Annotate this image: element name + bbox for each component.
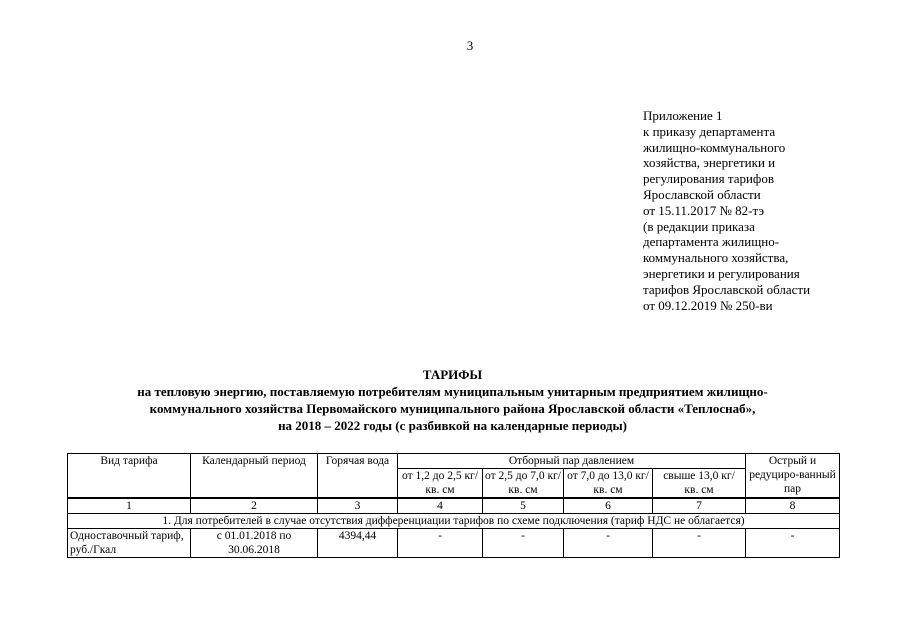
cell-value: - xyxy=(397,528,483,558)
column-number: 7 xyxy=(652,497,746,514)
appendix-line: жилищно-коммунального xyxy=(643,139,786,155)
cell-tariff-type: Одноставочный тариф, руб./Гкал xyxy=(67,528,191,558)
appendix-line: (в редакции приказа xyxy=(643,218,755,234)
column-number: 2 xyxy=(190,497,318,514)
header-steam: Отборный пар давлением xyxy=(397,453,746,469)
section-heading: 1. Для потребителей в случае отсутствия … xyxy=(67,513,840,529)
column-number: 4 xyxy=(397,497,483,514)
header-tariff-type: Вид тарифа xyxy=(67,453,191,499)
appendix-line: от 15.11.2017 № 82-тэ xyxy=(643,202,765,218)
column-number: 8 xyxy=(745,497,840,514)
header-steam-4: свыше 13,0 кг/ кв. см xyxy=(652,468,746,499)
table-row: Одноставочный тариф, руб./Гкал с 01.01.2… xyxy=(67,528,840,558)
appendix-note: Приложение 1 к приказу департамента жили… xyxy=(643,108,810,313)
appendix-line: Приложение 1 xyxy=(643,108,723,123)
title-line: коммунального хозяйства Первомайского му… xyxy=(149,401,756,416)
appendix-line: Ярославской области xyxy=(643,186,761,202)
header-steam-3: от 7,0 до 13,0 кг/ кв. см xyxy=(563,468,653,499)
column-number: 3 xyxy=(317,497,398,514)
appendix-line: энергетики и регулирования xyxy=(643,265,800,281)
cell-value: - xyxy=(482,528,564,558)
appendix-line: коммунального хозяйства, xyxy=(643,250,789,266)
column-number: 6 xyxy=(563,497,653,514)
appendix-line: от 09.12.2019 № 250-ви xyxy=(643,297,773,313)
column-number: 1 xyxy=(67,497,191,514)
cell-value: - xyxy=(745,528,840,558)
title-line: на 2018 – 2022 годы (с разбивкой на кале… xyxy=(278,418,627,433)
header-steam-1: от 1,2 до 2,5 кг/ кв. см xyxy=(397,468,483,499)
appendix-line: регулирования тарифов xyxy=(643,171,774,187)
cell-period: с 01.01.2018 по 30.06.2018 xyxy=(190,528,318,558)
column-number: 5 xyxy=(482,497,564,514)
cell-value: - xyxy=(652,528,746,558)
cell-value: 4394,44 xyxy=(317,528,398,558)
cell-value: - xyxy=(563,528,653,558)
header-live-steam: Острый и редуциро-ванный пар xyxy=(745,453,840,499)
appendix-line: к приказу департамента xyxy=(643,123,776,139)
appendix-line: департамента жилищно- xyxy=(643,234,780,250)
page-number: 3 xyxy=(466,38,474,53)
appendix-line: тарифов Ярославской области xyxy=(643,281,811,297)
appendix-line: хозяйства, энергетики и xyxy=(643,155,776,171)
header-steam-2: от 2,5 до 7,0 кг/ кв. см xyxy=(482,468,564,499)
title-line: на тепловую энергию, поставляемую потреб… xyxy=(137,384,768,399)
title-line: ТАРИФЫ xyxy=(422,367,483,382)
tariff-table: Вид тарифа Календарный период Горячая во… xyxy=(67,453,840,558)
header-hot-water: Горячая вода xyxy=(317,453,398,499)
document-title: ТАРИФЫ на тепловую энергию, поставляемую… xyxy=(0,366,905,434)
header-period: Календарный период xyxy=(190,453,318,499)
